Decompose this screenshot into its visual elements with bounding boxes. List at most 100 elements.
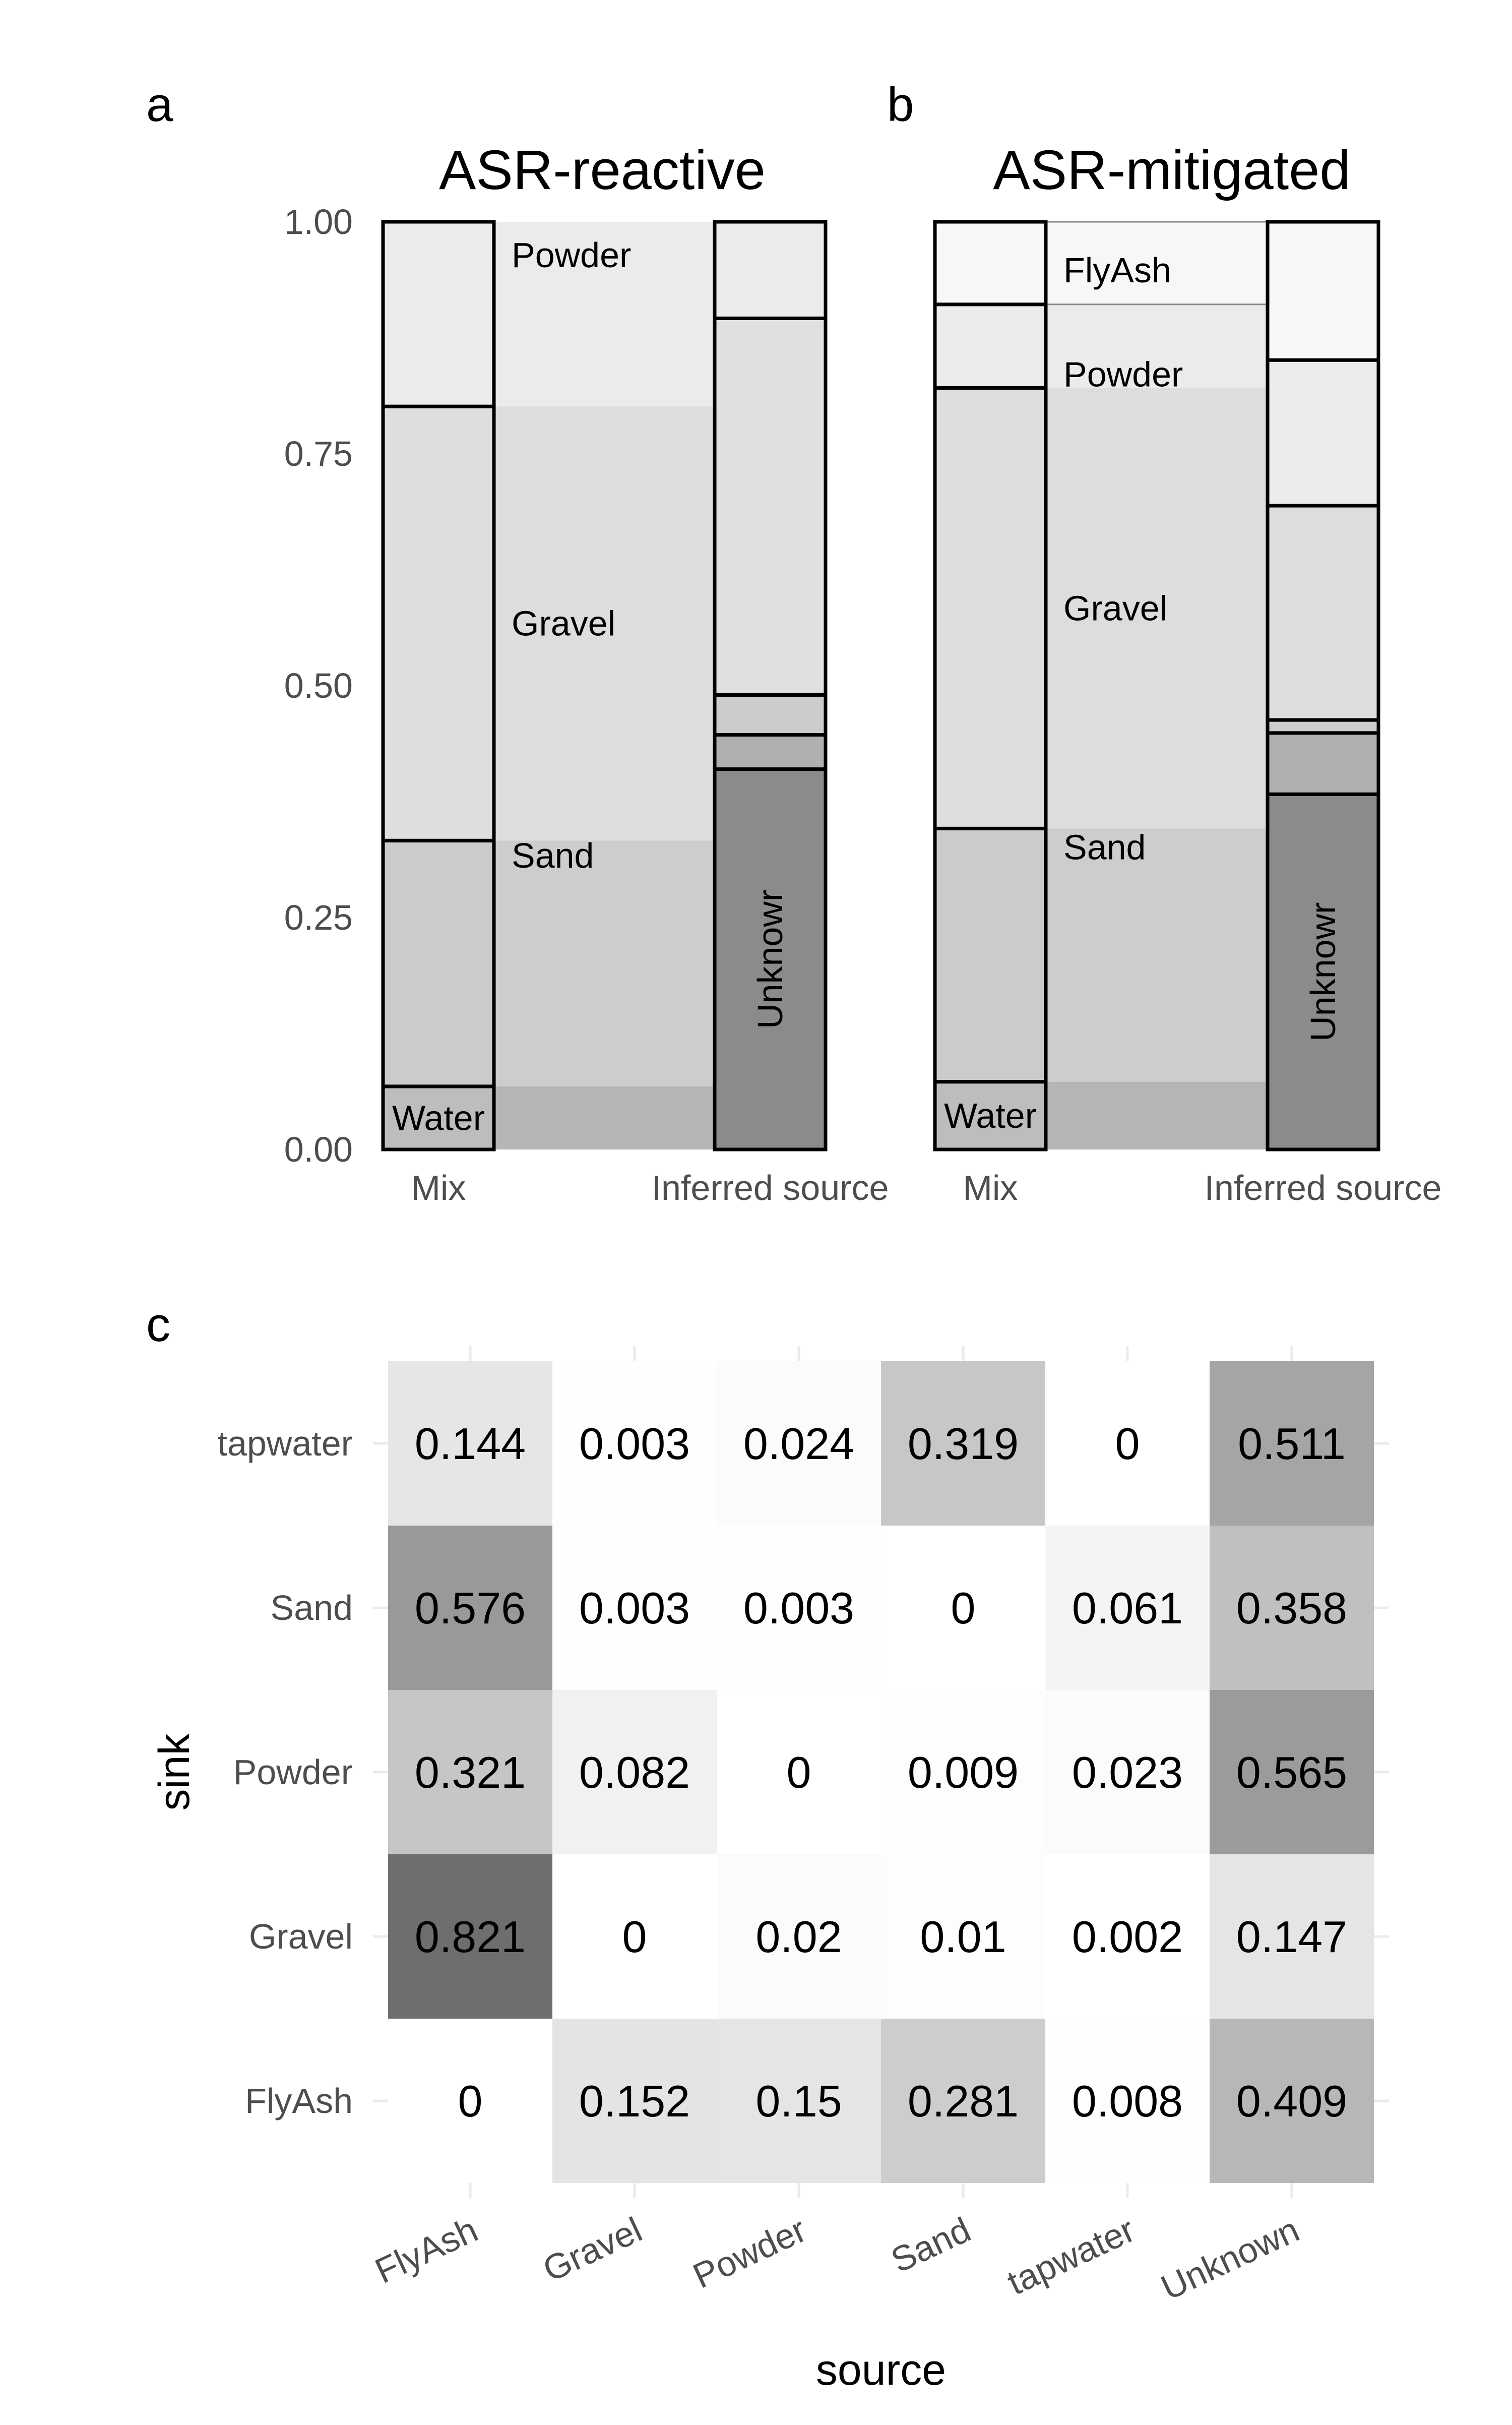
source-stratum <box>713 316 828 697</box>
y-tick-label: 0.00 <box>284 1130 353 1169</box>
y-tick-label: Powder <box>233 1752 353 1792</box>
heatmap-cell <box>1210 1854 1374 2019</box>
heatmap-cell <box>881 1690 1045 1854</box>
heatmap-cell <box>1210 2019 1374 2183</box>
source-stratum <box>1266 220 1380 362</box>
mix-stratum-flyash <box>933 220 1048 307</box>
heatmap-cell <box>1045 1690 1210 1854</box>
heatmap-cell-label: 0.147 <box>1236 1912 1347 1962</box>
heatmap-cell <box>881 1854 1045 2019</box>
heatmap-cell-label: 0.15 <box>755 2076 842 2126</box>
mix-stratum-gravel <box>381 404 496 842</box>
heatmap-cell-label: 0.576 <box>415 1583 526 1633</box>
heatmap-cell <box>388 1854 552 2019</box>
mix-stratum-label: Gravel <box>1063 588 1167 628</box>
heatmap-cell <box>1045 1526 1210 1690</box>
heatmap-cell-label: 0.002 <box>1072 1912 1183 1962</box>
y-tick-label: Gravel <box>249 1917 353 1956</box>
mix-stratum-label: Sand <box>512 836 594 875</box>
heatmap-cell-label: 0 <box>951 1583 976 1633</box>
heatmap-cell-label: 0 <box>787 1747 811 1797</box>
heatmap-cell-label: 0.003 <box>579 1419 690 1469</box>
heatmap-cell <box>388 1690 552 1854</box>
alluvial-chart-asr-reactive: 0.00 0.25 0.50 0.75 1.00 Water Sand Gravel Powde… <box>284 202 889 1207</box>
panel-letter-b: b <box>887 78 914 132</box>
source-stratum <box>1266 504 1380 722</box>
heatmap-cell <box>881 2019 1045 2183</box>
heatmap-cell-label: 0.008 <box>1072 2076 1183 2126</box>
heatmap-cell-label: 0 <box>622 1912 647 1962</box>
alluvial-chart-asr-mitigated: Water Sand Gravel Powder FlyAsh Unknowr Mix Inf… <box>933 220 1441 1207</box>
flow-sand <box>1046 828 1268 1082</box>
mix-stratum-label: FlyAsh <box>1063 251 1171 290</box>
heatmap-cell <box>1210 1526 1374 1690</box>
mix-stratum-water <box>381 1084 496 1151</box>
flow-gravel <box>1046 388 1268 829</box>
mix-stratum-label: Water <box>944 1096 1037 1135</box>
y-tick-label: 1.00 <box>284 202 353 241</box>
flow-water <box>1046 1081 1268 1149</box>
heatmap-cell-label: 0.023 <box>1072 1747 1183 1797</box>
heatmap-cell-label: 0.321 <box>415 1747 526 1797</box>
heatmap-cell-label: 0.02 <box>755 1912 842 1962</box>
mix-stratum-label: Powder <box>512 235 631 275</box>
heatmap-chart: 0.144 0.003 0.024 0.319 0 0.511 0.576 0.003 0.00… <box>150 1346 1389 2394</box>
heatmap-cell <box>552 1526 717 1690</box>
flow-gravel <box>494 406 715 841</box>
source-stratum <box>713 733 828 771</box>
heatmap-cell <box>717 2019 881 2183</box>
x-axis-label-mix: Mix <box>963 1168 1018 1207</box>
chart-title-b: ASR-mitigated <box>993 139 1350 201</box>
flow-powder <box>1046 304 1268 388</box>
y-tick-label: tapwater <box>218 1424 353 1463</box>
heatmap-cell <box>717 1526 881 1690</box>
mix-stratum-label: Water <box>392 1098 485 1137</box>
heatmap-cell-label: 0.009 <box>908 1747 1019 1797</box>
source-stratum <box>713 693 828 737</box>
heatmap-cell-label: 0.003 <box>579 1583 690 1633</box>
source-stratum-label: Unknowr <box>1303 902 1343 1042</box>
mix-stratum-label: Gravel <box>512 604 615 643</box>
heatmap-cell-label: 0.01 <box>920 1912 1006 1962</box>
heatmap-cell <box>1045 2019 1210 2183</box>
heatmap-cell <box>388 1361 552 1526</box>
heatmap-cell-label: 0.409 <box>1236 2076 1347 2126</box>
mix-stratum-gravel <box>933 386 1048 830</box>
source-stratum <box>1266 731 1380 796</box>
heatmap-cell <box>552 1361 717 1526</box>
y-tick-label: 0.75 <box>284 434 353 473</box>
mix-stratum-sand <box>381 838 496 1088</box>
flow-water <box>494 1086 715 1149</box>
y-tick-label: 0.25 <box>284 898 353 937</box>
source-stratum <box>713 220 828 320</box>
heatmap-cell-label: 0 <box>1115 1419 1140 1469</box>
y-tick-label: FlyAsh <box>245 2081 353 2120</box>
panel-letter-a: a <box>146 78 173 132</box>
heatmap-cell-label: 0.565 <box>1236 1747 1347 1797</box>
heatmap-cell-label: 0.061 <box>1072 1583 1183 1633</box>
mix-stratum-sand <box>933 826 1048 1084</box>
heatmap-cell <box>1210 1690 1374 1854</box>
heatmap-cell-label: 0.024 <box>743 1419 854 1469</box>
mix-stratum-powder <box>933 302 1048 390</box>
flow-powder <box>494 222 715 407</box>
heatmap-cell-label: 0.152 <box>579 2076 690 2126</box>
chart-title-a: ASR-reactive <box>439 139 766 201</box>
y-tick-label: 0.50 <box>284 666 353 705</box>
source-stratum <box>1266 718 1380 735</box>
heatmap-cell-label: 0 <box>458 2076 483 2126</box>
source-stratum-label: Unknowr <box>750 890 790 1029</box>
heatmap-cell-label: 0.358 <box>1236 1583 1347 1633</box>
heatmap-cell <box>552 2019 717 2183</box>
heatmap-cell-label: 0.319 <box>908 1419 1019 1469</box>
heatmap-cell-label: 0.821 <box>415 1912 526 1962</box>
heatmap-cell <box>1045 1361 1210 1526</box>
flow-sand <box>494 840 715 1086</box>
heatmap-cell-label: 0.511 <box>1238 1419 1346 1469</box>
panel-letter-c: c <box>146 1298 170 1352</box>
y-axis-title: sink <box>150 1733 199 1811</box>
source-stratum <box>713 767 828 1151</box>
x-axis-title: source <box>816 2346 946 2394</box>
heatmap-cell <box>881 1526 1045 1690</box>
